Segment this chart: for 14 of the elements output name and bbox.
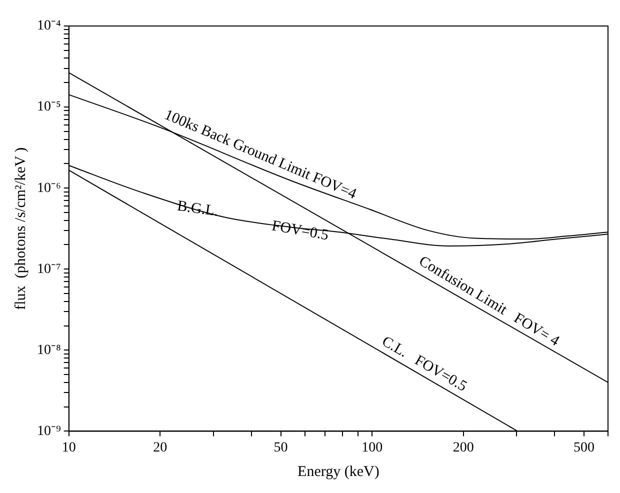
x-tick-label: 500 — [573, 440, 594, 456]
y-tick-label: 10⁻⁴ — [36, 18, 61, 34]
x-tick-label: 10 — [62, 440, 76, 456]
y-tick-label: 10⁻⁸ — [36, 342, 61, 358]
x-tick-label: 100 — [362, 440, 383, 456]
x-tick-label: 50 — [274, 440, 288, 456]
y-tick-label: 10⁻⁹ — [36, 424, 61, 439]
x-axis-title: Energy (keV) — [298, 464, 380, 480]
y-tick-label: 10⁻⁶ — [36, 180, 61, 196]
y-tick-label: 10⁻⁷ — [36, 262, 61, 277]
x-tick-label: 200 — [452, 440, 474, 456]
y-tick-label: 10⁻⁵ — [36, 100, 61, 115]
y-axis-title: flux (photons /s/cm²/keV ) — [12, 147, 29, 310]
x-tick-label: 20 — [153, 440, 168, 456]
